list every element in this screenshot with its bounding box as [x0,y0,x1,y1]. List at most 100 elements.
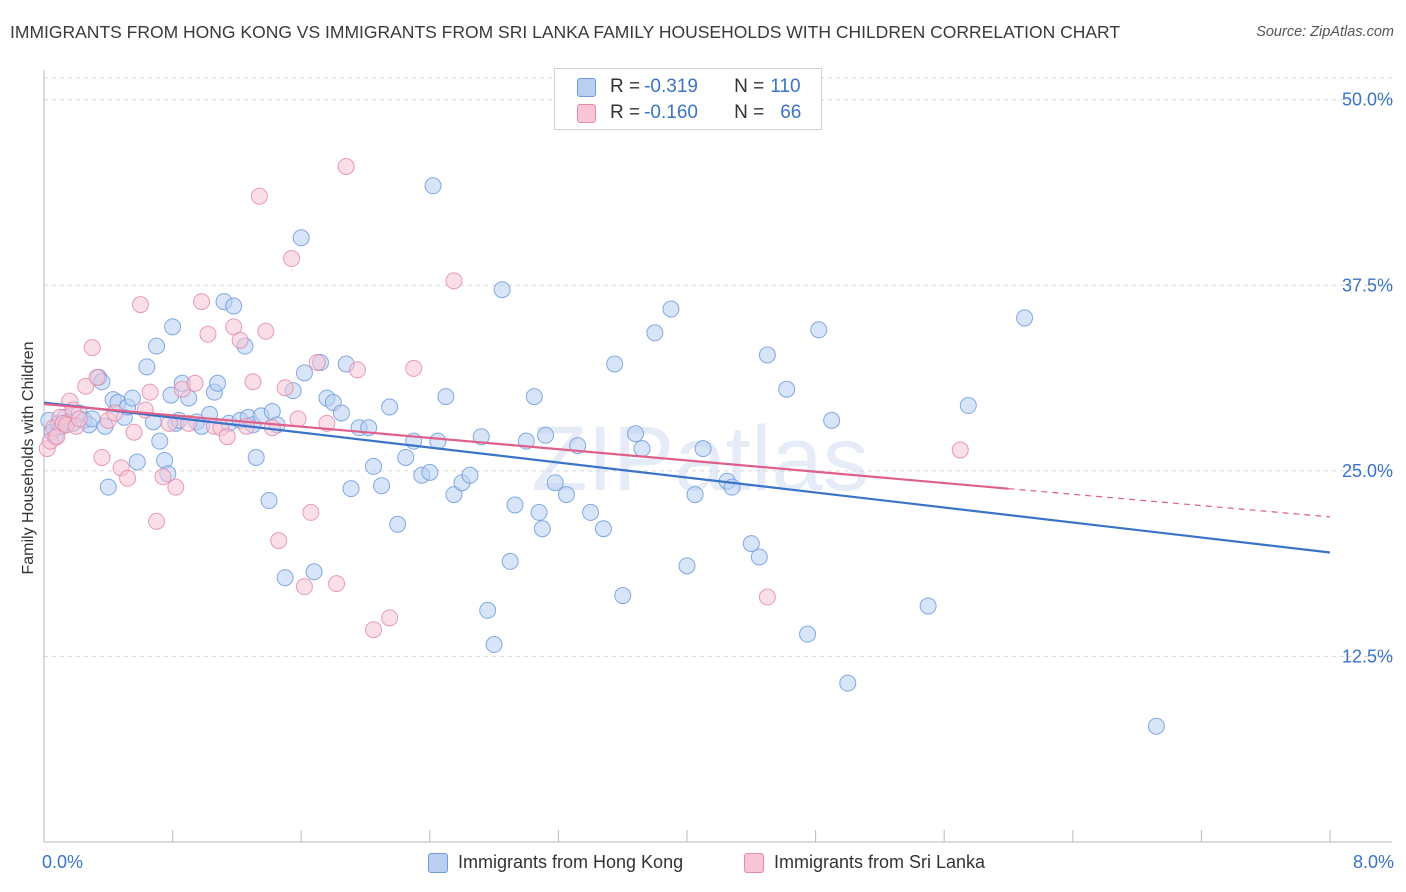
point-sri-lanka [125,423,143,441]
point-hong-kong [437,388,455,406]
point-sri-lanka [257,322,275,340]
point-hong-kong [823,411,841,429]
point-hong-kong [485,636,503,654]
point-sri-lanka [167,478,185,496]
point-sri-lanka [141,383,159,401]
point-hong-kong [678,557,696,575]
point-sri-lanka [318,414,336,432]
point-hong-kong [778,380,796,398]
point-hong-kong [123,389,141,407]
point-hong-kong [686,486,704,504]
point-sri-lanka [250,187,268,205]
point-hong-kong [247,448,265,466]
point-sri-lanka [148,512,166,530]
point-hong-kong [138,358,156,376]
point-hong-kong [479,601,497,619]
point-sri-lanka [445,272,463,290]
point-sri-lanka [93,448,111,466]
point-hong-kong [292,229,310,247]
point-hong-kong [397,448,415,466]
point-hong-kong [537,426,555,444]
point-hong-kong [493,281,511,299]
hk-r-value: -0.319 [644,76,698,97]
y-tick-label: 37.5% [1342,275,1393,295]
point-hong-kong [151,432,169,450]
point-hong-kong [627,425,645,443]
sl-n-value: 66 [780,102,802,123]
point-sri-lanka [231,331,249,349]
point-sri-lanka [131,296,149,314]
hong-kong-swatch [577,77,596,97]
legend-swatch-hong-kong [428,852,448,873]
legend-label-hong-kong: Immigrants from Hong Kong [458,852,684,872]
point-hong-kong [1016,309,1034,327]
sl-r-label: R = [610,102,641,123]
y-tick-label: 25.0% [1342,461,1393,481]
point-hong-kong [389,515,407,533]
point-hong-kong [164,318,182,336]
point-hong-kong [533,520,551,538]
point-hong-kong [799,625,817,643]
legend-swatch-sri-lanka [744,852,764,873]
trend-lines [43,401,1331,554]
point-hong-kong [919,597,937,615]
point-sri-lanka [199,325,217,343]
chart-source: Source: ZipAtlas.com [1256,24,1394,40]
gridlines [44,77,1392,657]
point-sri-lanka [83,339,101,357]
point-hong-kong [445,486,463,504]
y-tick-labels: 12.5% 25.0% 37.5% 50.0% [1342,90,1393,667]
stats-legend-box: R = -0.319 N = 110 R = -0.160 N = 66 [554,68,822,130]
point-hong-kong [614,587,632,605]
y-tick-label: 12.5% [1342,646,1393,666]
point-sri-lanka [337,158,355,175]
point-sri-lanka [289,410,307,428]
point-hong-kong [501,552,519,570]
point-sri-lanka [70,410,88,428]
point-hong-kong [594,520,612,538]
point-hong-kong [810,321,828,339]
point-sri-lanka [106,404,124,422]
point-hong-kong [750,548,768,566]
y-tick-label: 50.0% [1342,90,1393,110]
x-tick-label-min: 0.0% [42,852,84,872]
point-sri-lanka [308,353,326,371]
series-sri-lanka-points [38,158,969,639]
sri-lanka-swatch [577,103,596,123]
hk-n-label: N = [734,76,765,97]
chart-title: IMMIGRANTS FROM HONG KONG VS IMMIGRANTS … [10,22,1121,42]
point-hong-kong [342,480,360,498]
point-hong-kong [525,388,543,406]
point-sri-lanka [77,377,95,395]
point-hong-kong [209,374,227,392]
point-hong-kong [742,535,760,553]
point-hong-kong [421,463,439,481]
point-sri-lanka [193,293,211,311]
sl-r-value: -0.160 [644,102,698,123]
point-hong-kong [461,466,479,484]
legend-item-sri-lanka[interactable]: Immigrants from Sri Lanka [744,852,985,873]
point-sri-lanka [244,373,262,391]
stats-row-sri-lanka: R = -0.160 N = 66 [577,101,801,125]
point-hong-kong [381,398,399,416]
point-sri-lanka [328,575,346,593]
point-hong-kong [694,440,712,458]
point-hong-kong [839,674,857,692]
point-sri-lanka [218,428,236,446]
x-tick-label-max: 8.0% [1352,852,1394,872]
point-hong-kong [758,346,776,364]
point-sri-lanka [119,469,137,487]
point-sri-lanka [381,609,399,627]
point-sri-lanka [283,250,301,268]
point-hong-kong [506,496,524,514]
point-hong-kong [365,457,383,475]
point-hong-kong [225,297,243,315]
point-hong-kong [260,492,278,510]
point-sri-lanka [405,359,423,377]
point-hong-kong [582,503,600,521]
point-hong-kong [662,300,680,318]
hk-n-value: 110 [770,76,801,97]
legend-item-hong-kong[interactable]: Immigrants from Hong Kong [428,852,683,873]
point-hong-kong [295,364,313,382]
